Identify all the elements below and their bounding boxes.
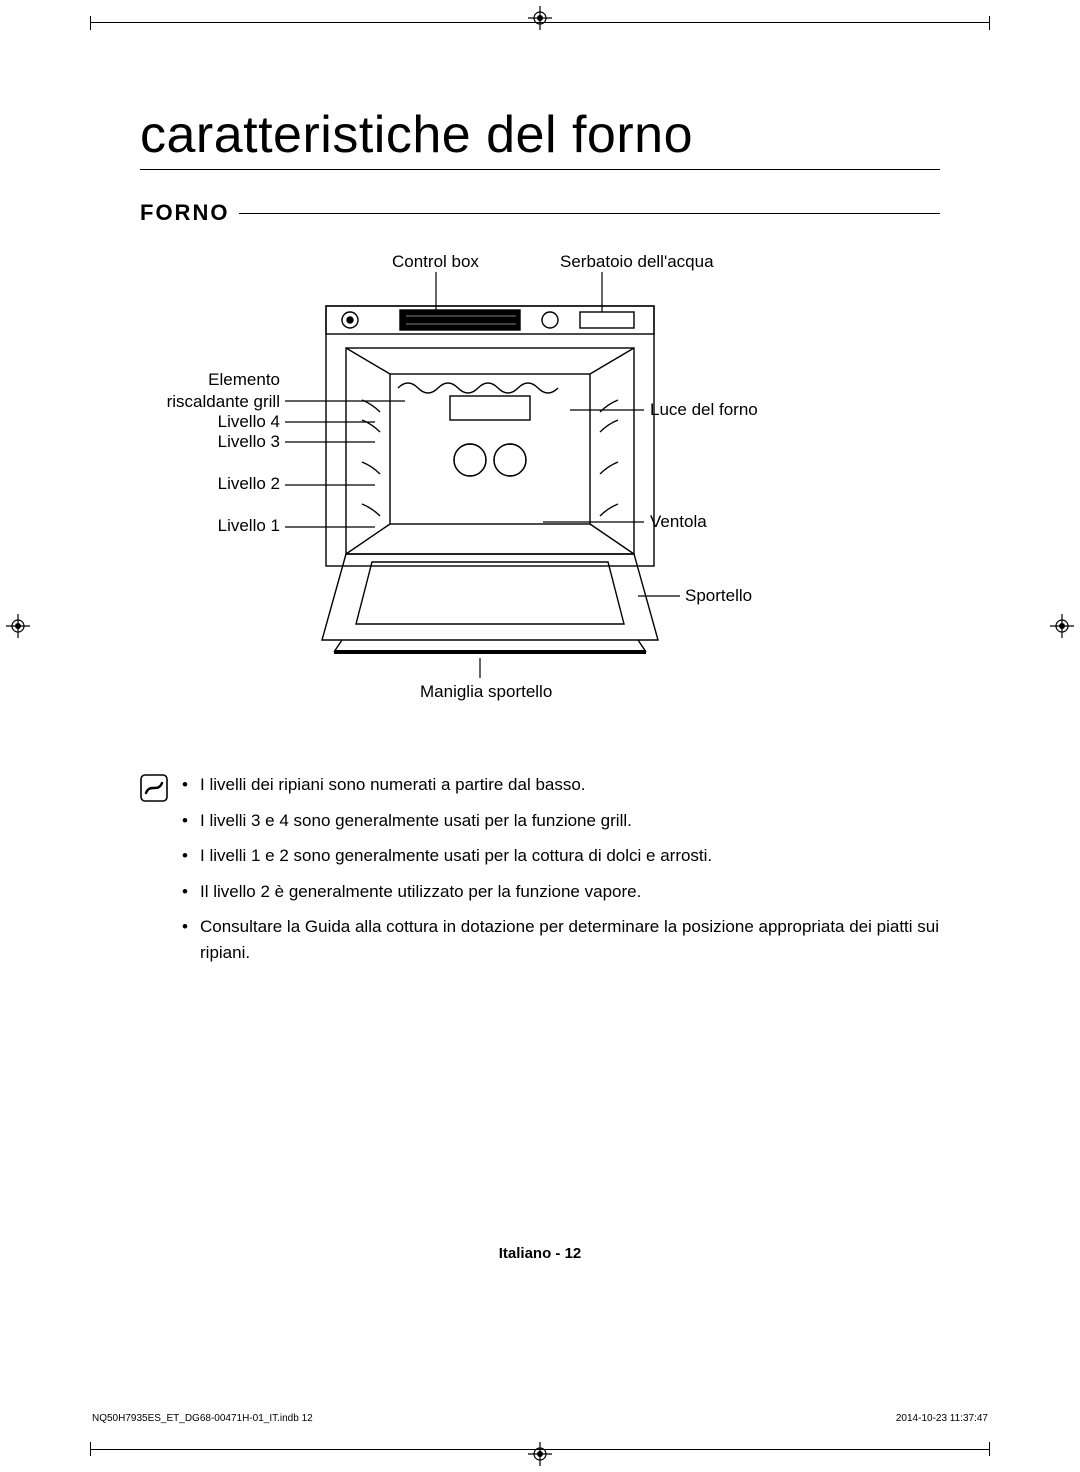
registration-mark-icon [528,6,552,30]
registration-mark-icon [1050,614,1074,638]
note-item: I livelli dei ripiani sono numerati a pa… [182,772,940,798]
note-item: Il livello 2 è generalmente utilizzato p… [182,879,940,905]
section-rule [239,213,940,214]
page-title: caratteristiche del forno [140,105,940,170]
section-title: FORNO [140,200,229,226]
registration-mark-icon [6,614,30,638]
section-header: FORNO [140,200,940,226]
manual-page: caratteristiche del forno FORNO Control … [0,0,1080,1472]
registration-mark-icon [528,1442,552,1466]
page-footer: Italiano - 12 [0,1245,1080,1262]
note-item: Consultare la Guida alla cottura in dota… [182,914,940,965]
note-list: I livelli dei ripiani sono numerati a pa… [182,772,940,975]
note-block: I livelli dei ripiani sono numerati a pa… [140,772,940,975]
imprint-left: NQ50H7935ES_ET_DG68-00471H-01_IT.indb 12 [92,1413,313,1424]
content-area: caratteristiche del forno FORNO Control … [140,105,940,975]
note-icon [140,774,168,802]
note-item: I livelli 1 e 2 sono generalmente usati … [182,843,940,869]
oven-illustration-icon [320,292,660,662]
note-item: I livelli 3 e 4 sono generalmente usati … [182,808,940,834]
oven-diagram: Control box Serbatoio dell'acqua Element… [140,252,940,732]
imprint-right: 2014-10-23 11:37:47 [896,1413,988,1424]
